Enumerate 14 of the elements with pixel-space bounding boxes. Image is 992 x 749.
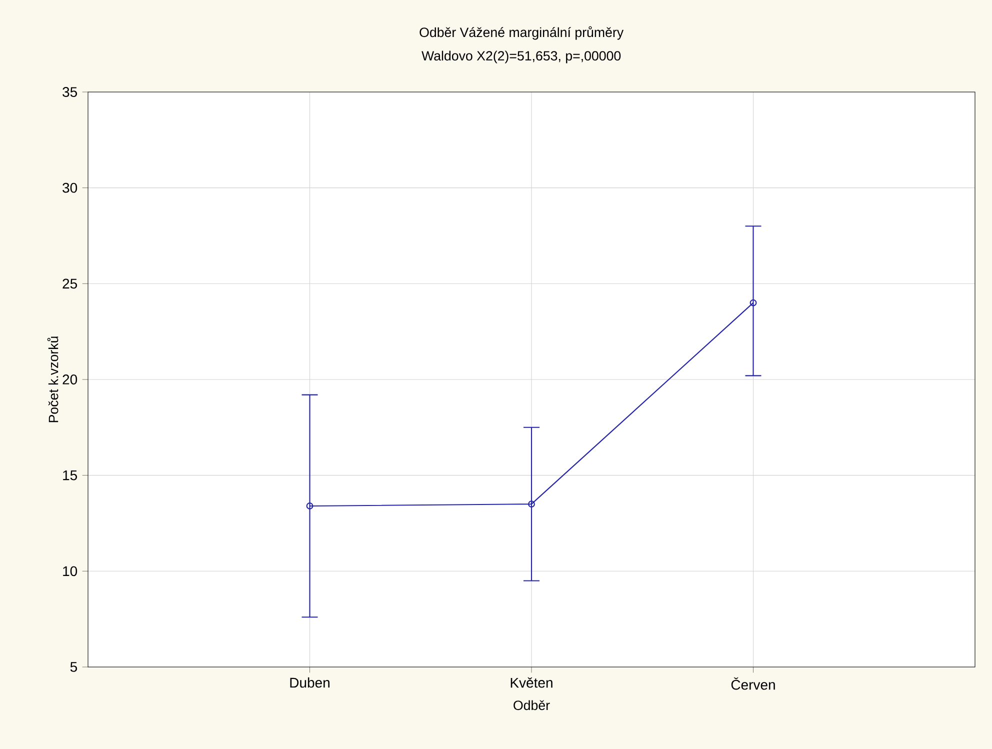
x-tick-label: Květen bbox=[510, 677, 552, 688]
y-tick-label: 20 bbox=[62, 374, 78, 384]
x-axis-title: Odběr bbox=[514, 700, 550, 710]
x-tick-label: Červen bbox=[731, 677, 775, 690]
y-tick-label: 5 bbox=[70, 662, 78, 672]
y-tick-label: 10 bbox=[63, 566, 78, 576]
y-tick-label: 15 bbox=[63, 470, 78, 480]
chart-subtitle: Waldovo X2(2)=51,653, p=,00000 bbox=[422, 50, 621, 64]
y-axis-title: Počet k.vzorků bbox=[47, 336, 58, 422]
chart-title: Odběr Vážené marginální průměry bbox=[420, 26, 624, 40]
x-tick-label: Duben bbox=[290, 677, 330, 688]
y-tick-label: 25 bbox=[62, 278, 78, 289]
y-tick-label: 35 bbox=[62, 87, 78, 97]
y-tick-label: 30 bbox=[62, 182, 78, 193]
